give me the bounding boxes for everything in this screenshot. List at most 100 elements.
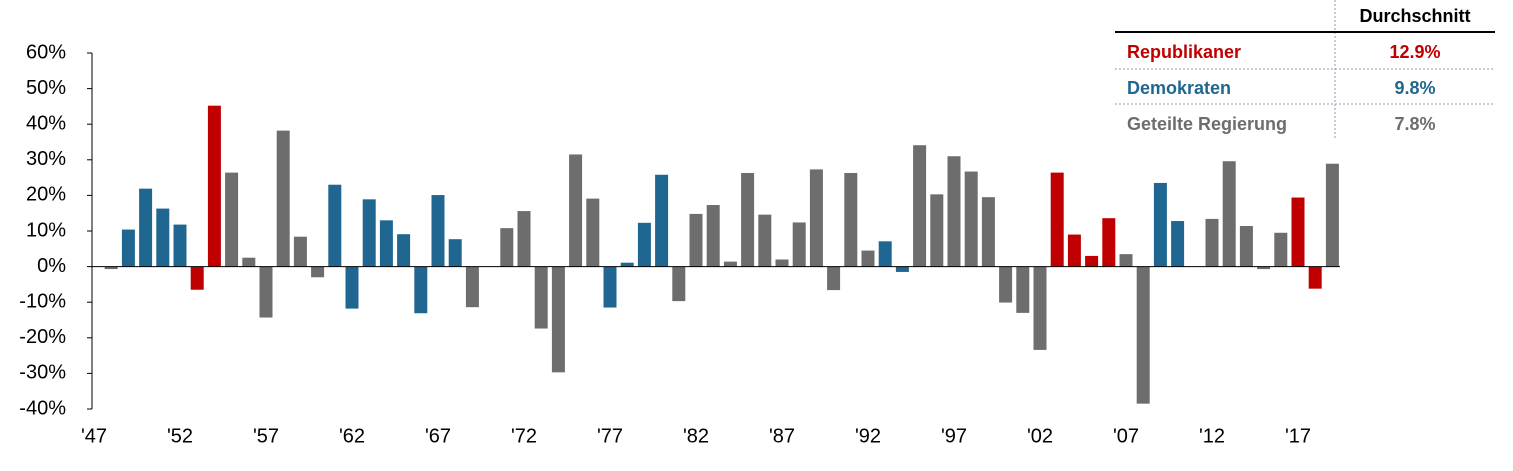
bar	[1325, 163, 1339, 267]
bar	[1067, 234, 1081, 267]
average-label: 7.8%	[1394, 114, 1435, 134]
bar	[225, 172, 239, 267]
bar	[620, 262, 634, 267]
bar	[173, 224, 187, 267]
y-tick-label: 40%	[26, 112, 66, 134]
bar	[895, 266, 909, 272]
y-tick-label: 60%	[26, 41, 66, 63]
x-tick-label: '02	[1027, 425, 1053, 447]
bar	[723, 261, 737, 267]
y-tick-label: -20%	[19, 326, 66, 348]
bar	[517, 211, 531, 267]
x-tick-label: '67	[425, 425, 451, 447]
legend-label: Geteilte Regierung	[1127, 114, 1287, 134]
bar	[242, 257, 256, 267]
x-tick-label: '17	[1285, 425, 1311, 447]
x-tick-label: '87	[769, 425, 795, 447]
bar	[964, 171, 978, 267]
bar	[999, 266, 1013, 303]
bar	[1102, 218, 1116, 267]
bar	[379, 220, 393, 267]
bar	[689, 213, 703, 267]
bar	[1171, 221, 1185, 267]
bar	[981, 197, 995, 267]
bar	[827, 266, 841, 291]
bar	[1239, 226, 1253, 267]
y-tick-label: -10%	[19, 290, 66, 312]
bar	[311, 266, 325, 278]
bar	[930, 194, 944, 267]
bar	[1308, 266, 1322, 289]
bar	[672, 266, 686, 302]
bar	[139, 188, 153, 267]
bar	[207, 105, 221, 267]
y-tick-label: -40%	[19, 397, 66, 419]
bar	[792, 222, 806, 267]
x-tick-label: '82	[683, 425, 709, 447]
bar	[569, 154, 583, 267]
x-tick-label: '12	[1199, 425, 1225, 447]
bar	[809, 169, 823, 267]
bar	[1085, 255, 1099, 267]
bar	[741, 172, 755, 267]
y-tick-label: 30%	[26, 148, 66, 170]
y-tick-label: -30%	[19, 362, 66, 384]
bar	[947, 156, 961, 267]
bar	[637, 222, 651, 267]
bar	[1050, 172, 1064, 267]
bar	[448, 239, 462, 267]
x-tick-label: '52	[167, 425, 193, 447]
x-tick-label: '57	[253, 425, 279, 447]
bar	[293, 236, 307, 267]
bar	[878, 241, 892, 267]
y-tick-label: 10%	[26, 219, 66, 241]
bar	[362, 199, 376, 267]
bar	[259, 266, 273, 318]
bar	[345, 266, 359, 309]
bar	[551, 266, 565, 373]
bar	[706, 205, 720, 267]
x-tick-label: '07	[1113, 425, 1139, 447]
bar	[121, 229, 135, 267]
bar	[190, 266, 204, 290]
average-label: 9.8%	[1394, 78, 1435, 98]
bar	[1257, 266, 1271, 270]
bar	[844, 172, 858, 267]
y-tick-label: 20%	[26, 184, 66, 206]
bar	[1274, 232, 1288, 267]
x-tick-label: '62	[339, 425, 365, 447]
bar	[758, 214, 772, 267]
bar	[775, 259, 789, 267]
bar	[1222, 161, 1236, 267]
bar	[1136, 266, 1150, 404]
x-tick-label: '97	[941, 425, 967, 447]
bar	[276, 130, 290, 267]
bar	[1205, 218, 1219, 267]
bar	[414, 266, 428, 314]
bar	[586, 198, 600, 267]
bar	[861, 250, 875, 267]
y-tick-label: 0%	[37, 255, 66, 277]
bar	[465, 266, 479, 308]
y-tick-label: 50%	[26, 77, 66, 99]
x-tick-label: '47	[81, 425, 107, 447]
bar	[534, 266, 548, 329]
bar	[913, 145, 927, 267]
bar	[500, 228, 514, 267]
bar	[156, 208, 170, 267]
x-tick-label: '92	[855, 425, 881, 447]
bar	[655, 174, 669, 267]
table-header: Durchschnitt	[1359, 6, 1470, 26]
bar	[1119, 254, 1133, 267]
x-tick-label: '72	[511, 425, 537, 447]
legend-label: Republikaner	[1127, 42, 1241, 62]
bar	[1033, 266, 1047, 350]
bar	[431, 195, 445, 267]
bar	[104, 266, 118, 270]
bar	[328, 184, 342, 267]
bar	[1016, 266, 1030, 313]
bar	[1153, 182, 1167, 267]
average-label: 12.9%	[1389, 42, 1440, 62]
bar	[603, 266, 617, 308]
